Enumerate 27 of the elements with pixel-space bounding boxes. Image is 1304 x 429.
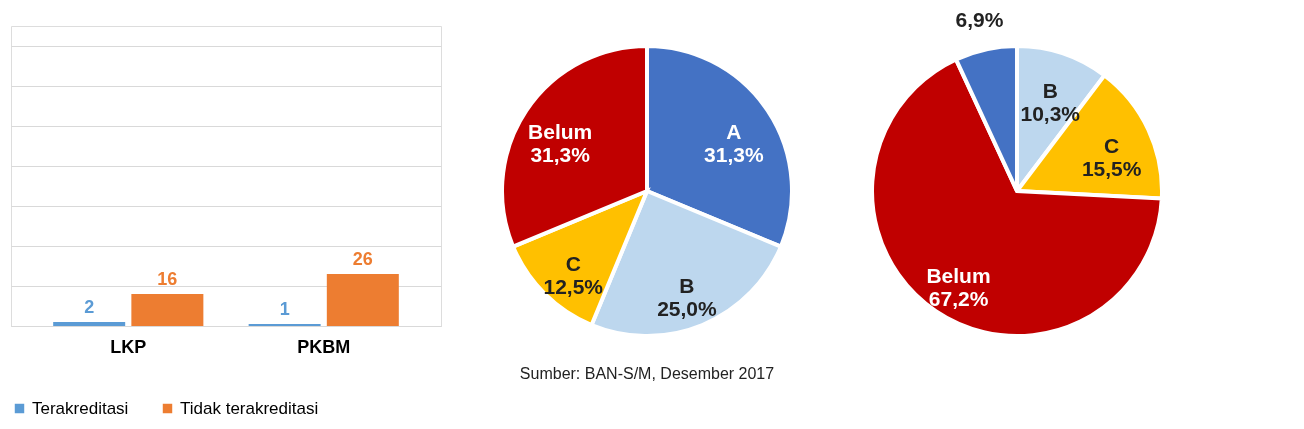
data-label: 1 [279, 299, 290, 319]
slice-label: C [565, 251, 581, 275]
data-label: 2 [84, 297, 95, 317]
x-tick-label: PKBM [297, 336, 351, 357]
data-label: 26 [352, 249, 373, 269]
bar [131, 294, 204, 326]
slice-label: A [726, 120, 742, 144]
data-label: 31,3% [704, 143, 764, 167]
data-label: 15,5% [1081, 156, 1142, 180]
data-label: 16 [157, 269, 178, 289]
bar [326, 274, 399, 326]
slice-label: Belum [926, 264, 991, 288]
data-label: 31,3% [530, 143, 591, 167]
slice-label: B [679, 274, 695, 298]
x-tick-label: LKP [110, 336, 147, 357]
data-label: 25,0% [657, 297, 718, 321]
slice-label: Belum [528, 120, 593, 144]
legend-label: Tidak terakreditasi [180, 398, 319, 418]
data-label: 10,3% [1020, 102, 1081, 126]
data-label: 6,9% [955, 8, 1004, 32]
data-label: 67,2% [928, 287, 989, 311]
legend-label: Terakreditasi [32, 398, 129, 418]
text: Sumber: BAN-S/M, Desember 2017 [519, 364, 775, 382]
slice-label: C [1104, 133, 1120, 157]
bar [53, 322, 126, 326]
slice-label: B [1042, 79, 1058, 103]
data-label: 12,5% [543, 274, 604, 298]
